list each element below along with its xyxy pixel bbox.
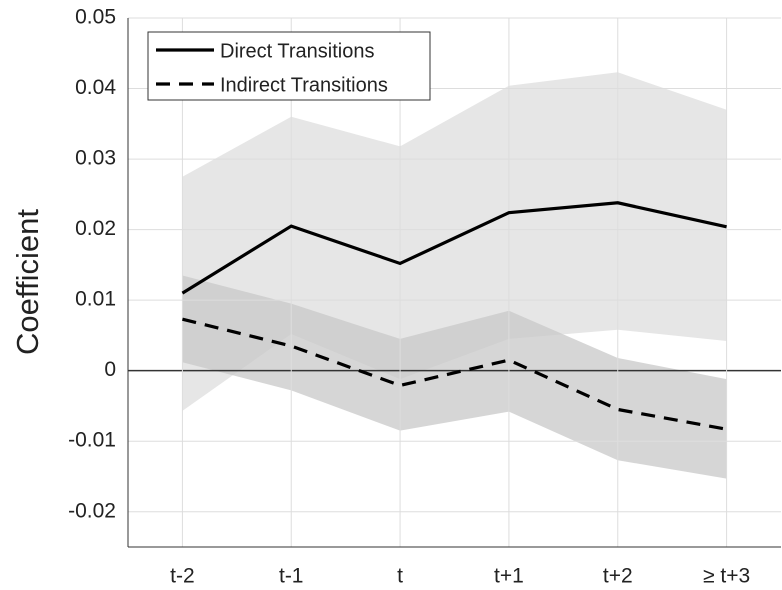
legend-label: Direct Transitions: [220, 40, 375, 62]
y-tick-label: -0.02: [68, 499, 116, 522]
y-tick-label: 0.05: [75, 6, 116, 29]
x-tick-label: t-1: [279, 565, 304, 588]
series-line: [181, 201, 727, 295]
x-tick-label: ≥ t+3: [703, 565, 750, 588]
confidence-band: [182, 275, 727, 479]
y-tick-label: 0.03: [75, 147, 116, 170]
legend-box: [147, 31, 431, 101]
y-tick-label: -0.01: [68, 429, 116, 452]
series-line: [182, 317, 727, 431]
x-tick-label: t-2: [170, 565, 195, 588]
y-tick-label: 0: [104, 358, 116, 381]
y-tick-label: 0.02: [75, 217, 116, 240]
x-tick-label: t+2: [603, 565, 633, 588]
y-tick-label: 0.04: [75, 76, 116, 99]
x-tick-label: t: [397, 565, 403, 588]
y-tick-label: 0.01: [75, 288, 116, 311]
legend-label: Indirect Transitions: [220, 74, 388, 96]
x-tick-label: t+1: [494, 565, 524, 588]
y-axis-label: Coefficient: [10, 209, 45, 355]
